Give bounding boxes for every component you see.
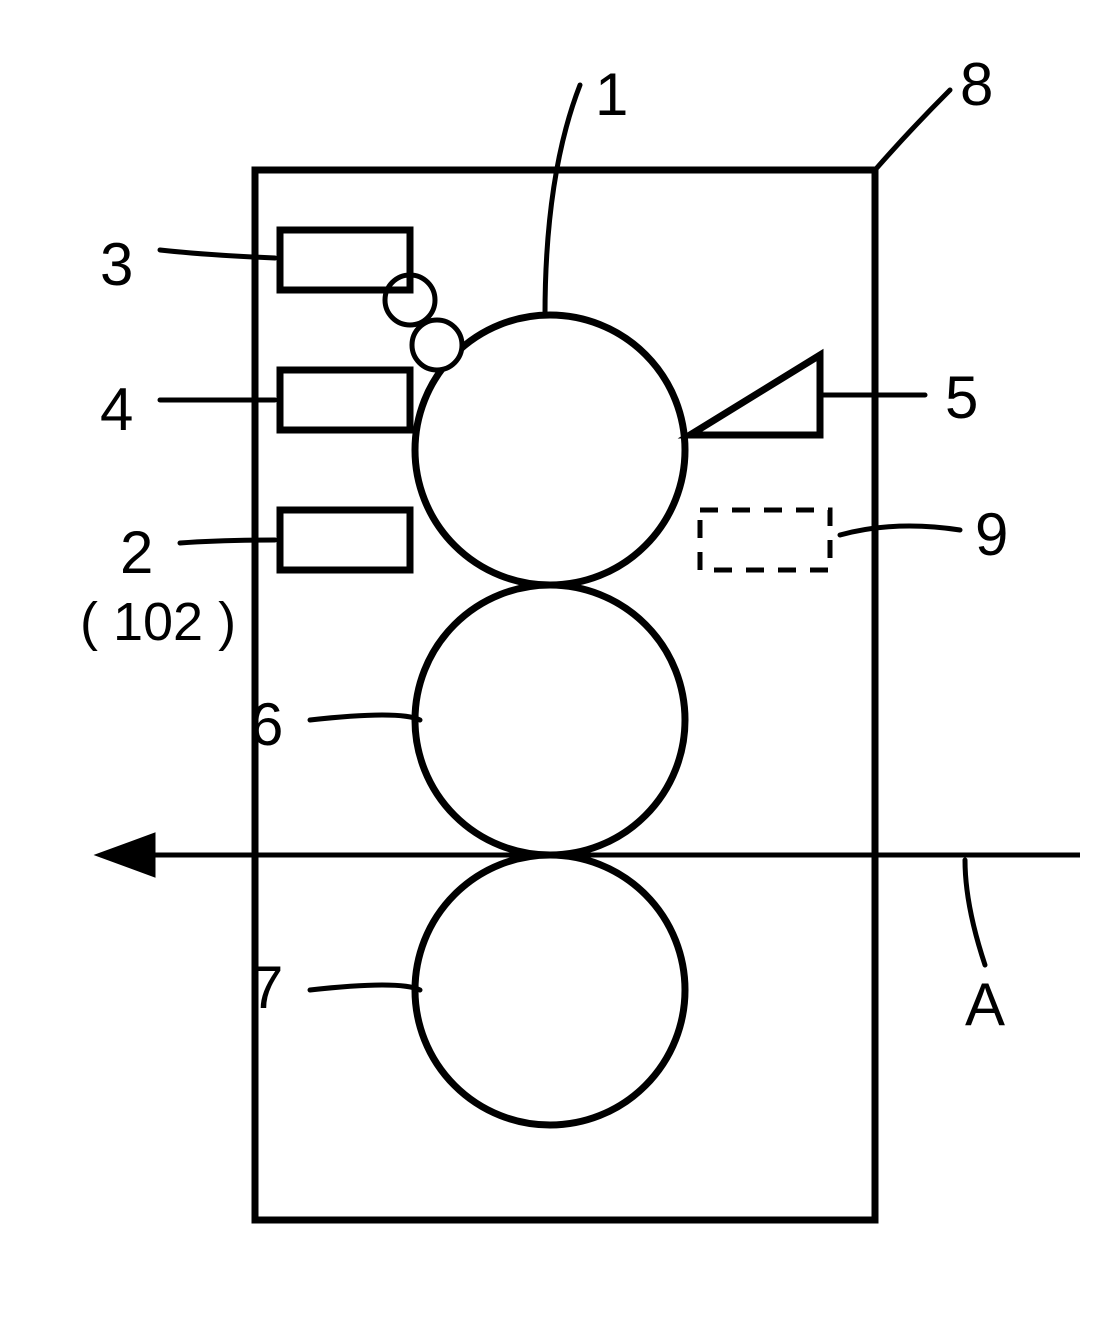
ref-6-leader	[310, 715, 420, 720]
ref-7-leader	[310, 985, 420, 990]
ref-2-sublabel: ( 102 )	[80, 592, 236, 652]
ref-3-label: 3	[100, 231, 133, 298]
large-circle-2	[415, 585, 685, 855]
arrow-head	[95, 833, 155, 877]
ref-9-leader	[840, 526, 960, 535]
rect-2	[280, 510, 410, 570]
small-circle-2	[412, 320, 462, 370]
triangle-5	[690, 355, 820, 435]
ref-A-label: A	[965, 971, 1005, 1038]
rect-9-dashed	[700, 510, 830, 570]
large-circle-3	[415, 855, 685, 1125]
ref-9-label: 9	[975, 501, 1008, 568]
ref-1-leader	[545, 85, 580, 315]
ref-2-label: 2	[120, 519, 153, 586]
ref-6-label: 6	[250, 691, 283, 758]
ref-5-label: 5	[945, 364, 978, 431]
ref-2-leader	[180, 540, 275, 543]
ref-A-leader	[965, 860, 985, 965]
ref-8-label: 8	[960, 51, 993, 118]
ref-7-label: 7	[250, 954, 283, 1021]
ref-8-leader	[875, 90, 950, 170]
ref-4-label: 4	[100, 376, 133, 443]
ref-1-label: 1	[595, 61, 628, 128]
rect-4	[280, 370, 410, 430]
